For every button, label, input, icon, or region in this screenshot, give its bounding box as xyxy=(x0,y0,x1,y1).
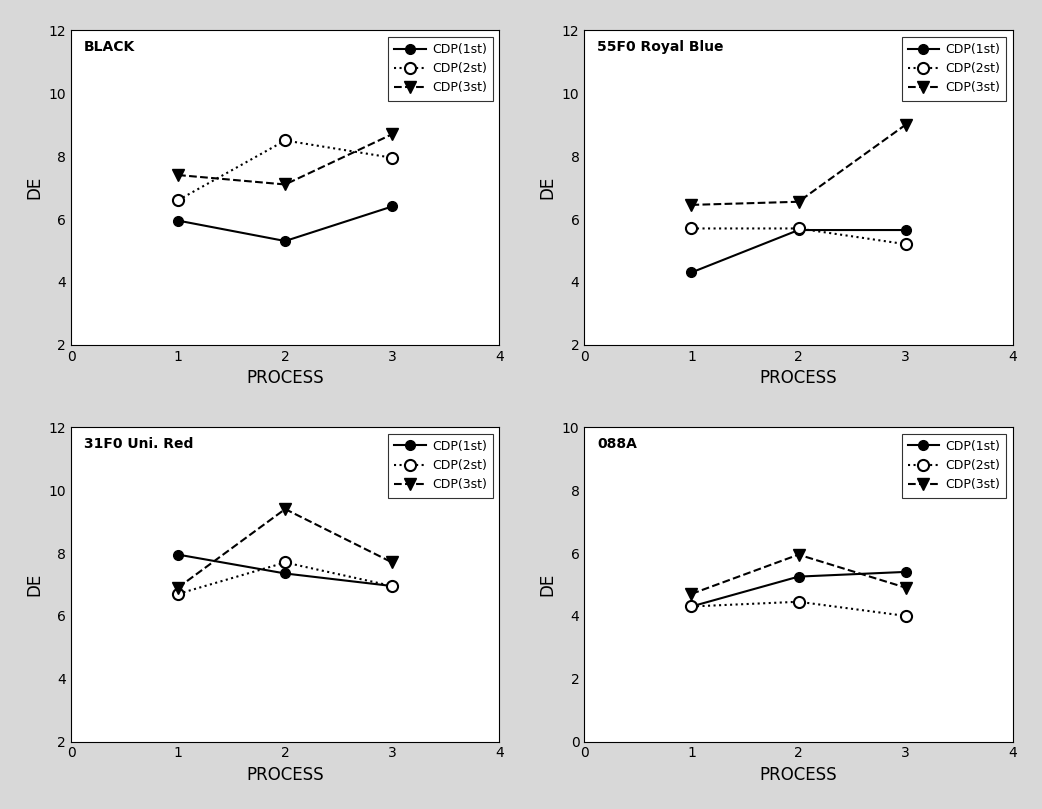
Legend: CDP(1st), CDP(2st), CDP(3st): CDP(1st), CDP(2st), CDP(3st) xyxy=(388,434,493,498)
CDP(3st) xyxy=(686,200,698,210)
CDP(1st) xyxy=(792,225,804,235)
X-axis label: PROCESS: PROCESS xyxy=(760,766,838,784)
Line: CDP(2st): CDP(2st) xyxy=(173,135,398,205)
CDP(3st) xyxy=(899,120,912,129)
CDP(2st) xyxy=(899,239,912,249)
CDP(1st) xyxy=(386,201,398,211)
CDP(3st) xyxy=(792,197,804,206)
Y-axis label: DE: DE xyxy=(25,573,43,596)
Line: CDP(1st): CDP(1st) xyxy=(173,550,397,591)
Line: CDP(3st): CDP(3st) xyxy=(173,503,398,593)
CDP(1st) xyxy=(279,236,292,246)
CDP(2st) xyxy=(899,611,912,621)
CDP(1st) xyxy=(686,268,698,277)
CDP(2st) xyxy=(172,195,184,205)
CDP(3st) xyxy=(279,180,292,189)
Line: CDP(3st): CDP(3st) xyxy=(173,129,398,190)
CDP(2st) xyxy=(279,136,292,146)
Legend: CDP(1st), CDP(2st), CDP(3st): CDP(1st), CDP(2st), CDP(3st) xyxy=(388,36,493,101)
CDP(2st) xyxy=(686,602,698,612)
CDP(1st) xyxy=(899,567,912,577)
CDP(1st) xyxy=(172,550,184,560)
CDP(3st) xyxy=(686,589,698,599)
Line: CDP(1st): CDP(1st) xyxy=(687,225,911,277)
Line: CDP(2st): CDP(2st) xyxy=(686,596,911,621)
CDP(2st) xyxy=(386,581,398,591)
Text: 088A: 088A xyxy=(597,437,637,451)
CDP(3st) xyxy=(792,550,804,560)
Text: 55F0 Royal Blue: 55F0 Royal Blue xyxy=(597,40,724,54)
Text: 31F0 Uni. Red: 31F0 Uni. Red xyxy=(84,437,193,451)
CDP(1st) xyxy=(792,572,804,582)
Text: BLACK: BLACK xyxy=(84,40,135,54)
CDP(3st) xyxy=(279,504,292,514)
CDP(3st) xyxy=(172,582,184,592)
Line: CDP(1st): CDP(1st) xyxy=(173,201,397,246)
CDP(1st) xyxy=(899,225,912,235)
CDP(3st) xyxy=(172,170,184,180)
CDP(2st) xyxy=(686,223,698,233)
X-axis label: PROCESS: PROCESS xyxy=(246,369,324,388)
CDP(3st) xyxy=(386,129,398,139)
CDP(2st) xyxy=(172,589,184,599)
Y-axis label: DE: DE xyxy=(25,176,43,199)
CDP(1st) xyxy=(686,602,698,612)
Legend: CDP(1st), CDP(2st), CDP(3st): CDP(1st), CDP(2st), CDP(3st) xyxy=(901,36,1007,101)
CDP(1st) xyxy=(386,581,398,591)
CDP(3st) xyxy=(899,582,912,592)
CDP(2st) xyxy=(792,597,804,607)
Line: CDP(3st): CDP(3st) xyxy=(686,549,911,599)
Legend: CDP(1st), CDP(2st), CDP(3st): CDP(1st), CDP(2st), CDP(3st) xyxy=(901,434,1007,498)
Y-axis label: DE: DE xyxy=(539,176,556,199)
Line: CDP(2st): CDP(2st) xyxy=(173,557,398,599)
Line: CDP(1st): CDP(1st) xyxy=(687,567,911,612)
CDP(2st) xyxy=(386,153,398,163)
Line: CDP(2st): CDP(2st) xyxy=(686,223,911,250)
X-axis label: PROCESS: PROCESS xyxy=(760,369,838,388)
Line: CDP(3st): CDP(3st) xyxy=(686,119,911,210)
CDP(1st) xyxy=(172,216,184,226)
CDP(2st) xyxy=(792,223,804,233)
X-axis label: PROCESS: PROCESS xyxy=(246,766,324,784)
CDP(1st) xyxy=(279,569,292,578)
CDP(3st) xyxy=(386,557,398,567)
CDP(2st) xyxy=(279,557,292,567)
Y-axis label: DE: DE xyxy=(539,573,556,596)
